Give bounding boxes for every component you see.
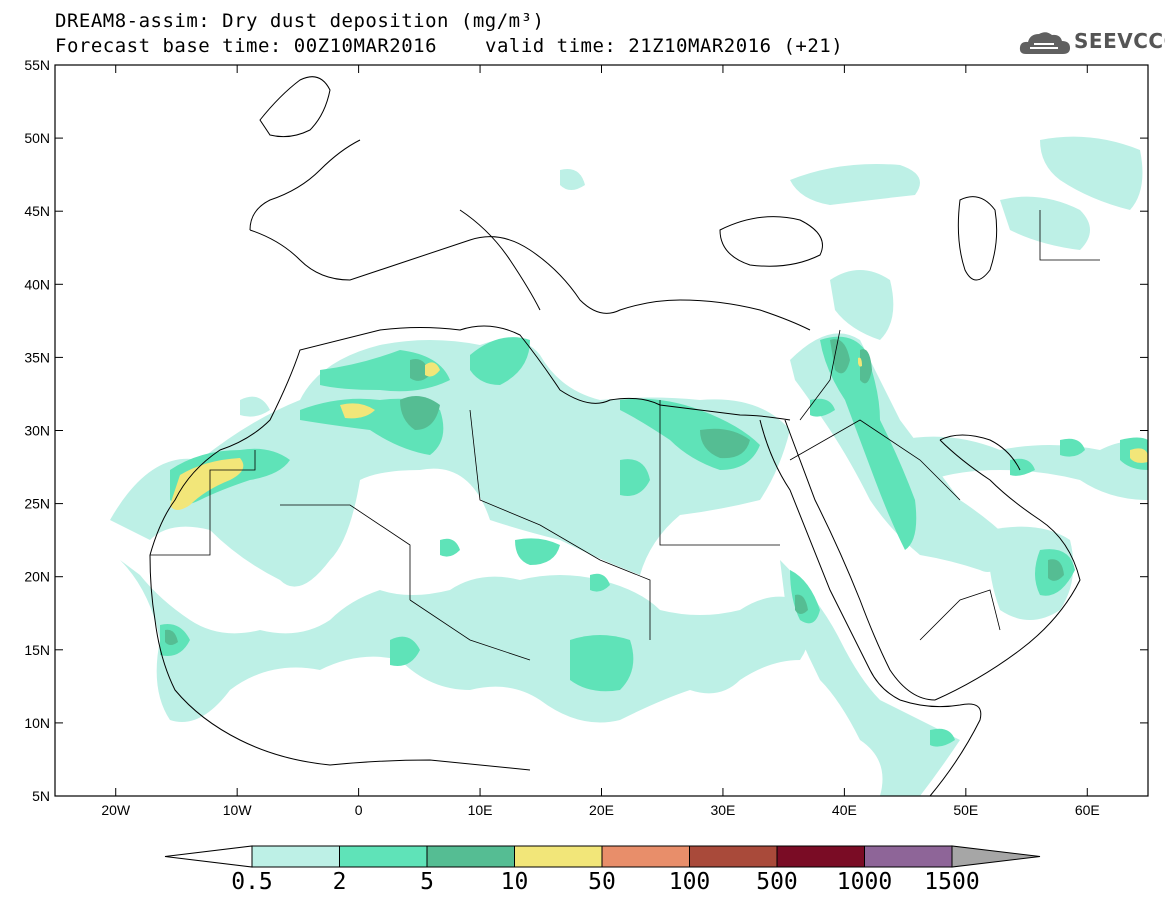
- colorbar-segment: [689, 845, 778, 868]
- colorbar-label: 100: [668, 869, 711, 895]
- colorbar-segment: [251, 845, 340, 868]
- colorbar-segment: [776, 845, 865, 868]
- colorbar-label: 2: [332, 869, 347, 895]
- colorbar-segment: [514, 845, 603, 868]
- country-borders: [150, 210, 1100, 661]
- forecast-base-time: Forecast base time: 00Z10MAR2016: [55, 35, 438, 57]
- lat-tick-label: 15N: [24, 642, 50, 658]
- lat-tick-label: 25N: [24, 496, 50, 512]
- map-title: DREAM8-assim: Dry dust deposition (mg/m³…: [55, 10, 545, 32]
- colorbar-segment: [864, 845, 953, 868]
- colorbar-label: 5: [420, 869, 434, 895]
- lat-tick-label: 45N: [24, 203, 50, 219]
- lat-tick-label: 40N: [24, 276, 50, 292]
- lat-tick-label: 50N: [24, 130, 50, 146]
- lon-tick-label: 20W: [101, 802, 131, 818]
- cloud-icon: [1019, 32, 1070, 54]
- lon-tick-label: 10E: [468, 802, 493, 818]
- seevccc-logo: SEEVCCC: [1018, 26, 1165, 60]
- valid-time: valid time: 21Z10MAR2016 (+21): [485, 35, 844, 57]
- logo-text: SEEVCCC: [1074, 29, 1165, 53]
- lon-tick-label: 20E: [589, 802, 614, 818]
- colorbar-label: 50: [588, 869, 616, 895]
- colorbar-label: 1500: [924, 869, 980, 895]
- colorbar-segment: [601, 845, 690, 868]
- colorbar-label: 500: [756, 869, 798, 895]
- colorbar-over-triangle: [951, 845, 1041, 868]
- colorbar-segment: [339, 845, 428, 868]
- longitude-axis: 20W 10W 0 10E 20E 30E 40E 50E 60E: [101, 65, 1100, 818]
- lon-tick-label: 60E: [1075, 802, 1100, 818]
- colorbar: [164, 845, 1041, 868]
- lon-tick-label: 0: [355, 802, 363, 818]
- lat-tick-label: 55N: [24, 57, 50, 73]
- colorbar-under-triangle: [164, 845, 253, 868]
- colorbar-segment: [426, 845, 515, 868]
- lon-tick-label: 30E: [710, 802, 735, 818]
- lat-tick-label: 5N: [32, 788, 50, 804]
- latitude-axis: 55N 50N 45N 40N 35N 30N 25N 20N 15N 10N 5N: [24, 57, 1148, 804]
- lon-tick-label: 10W: [223, 802, 253, 818]
- lat-tick-label: 30N: [24, 423, 50, 439]
- colorbar-label: 10: [500, 869, 529, 895]
- lat-tick-label: 35N: [24, 349, 50, 365]
- lat-tick-label: 20N: [24, 569, 50, 585]
- coastlines: [149, 76, 1081, 797]
- lon-tick-label: 40E: [832, 802, 857, 818]
- lat-tick-label: 10N: [24, 715, 50, 731]
- dust-contours: [110, 136, 1148, 796]
- colorbar-label: 1000: [836, 869, 893, 895]
- colorbar-label: 0.5: [231, 869, 273, 895]
- lon-tick-label: 50E: [953, 802, 978, 818]
